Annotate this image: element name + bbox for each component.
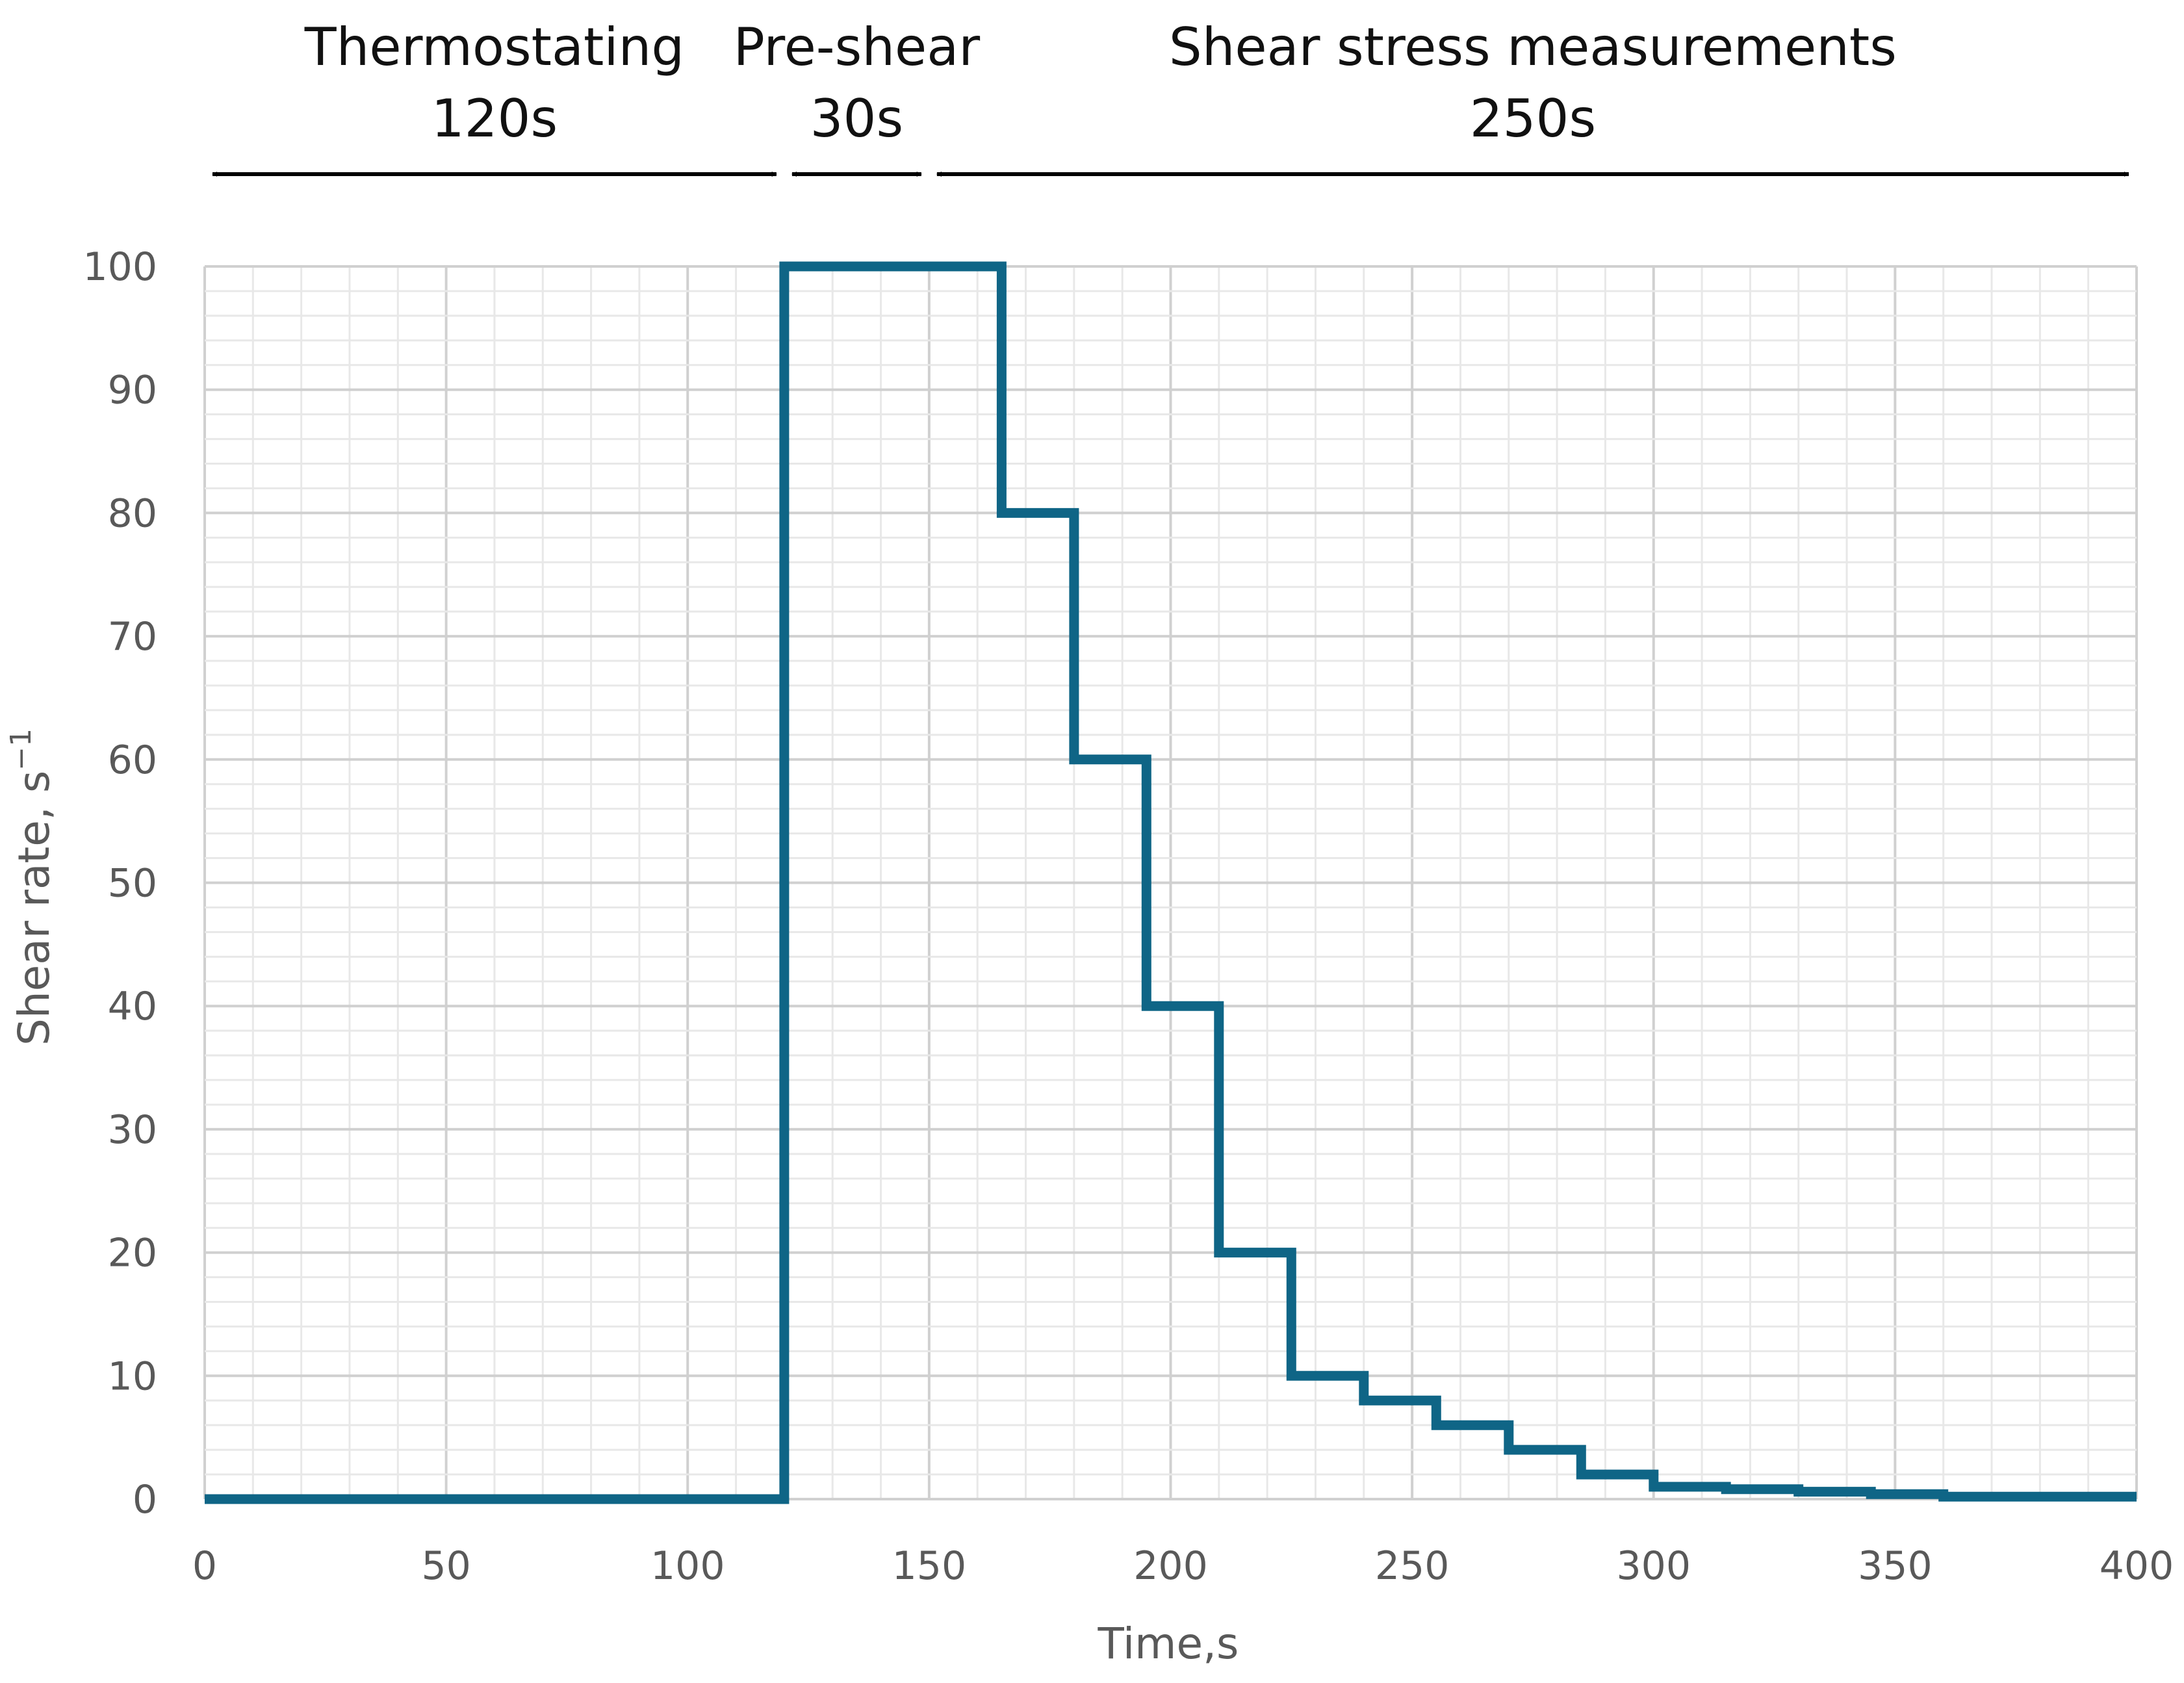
y-axis-title-superscript: −1: [5, 728, 38, 771]
phase-duration-label: 120s: [431, 88, 558, 149]
phase-duration-label: 250s: [1470, 88, 1596, 149]
x-tick-label: 0: [192, 1543, 217, 1589]
y-tick-label: 70: [108, 614, 157, 660]
y-tick-label: 60: [108, 738, 157, 783]
y-tick-label: 80: [108, 491, 157, 536]
x-axis-title: Time,s: [1098, 1619, 1239, 1669]
y-tick-label: 0: [133, 1477, 157, 1522]
series-layer: [205, 261, 2137, 1504]
x-tick-label: 400: [2100, 1543, 2174, 1589]
y-tick-label: 10: [108, 1354, 157, 1399]
y-tick-label: 90: [108, 368, 157, 413]
grid: [203, 265, 2138, 1500]
x-tick-label: 150: [892, 1543, 967, 1589]
y-axis-title-text: Shear rate, s: [9, 771, 59, 1046]
x-tick-label: 100: [650, 1543, 725, 1589]
y-tick-label: 50: [108, 861, 157, 906]
phase-name-label: Thermostating: [304, 17, 684, 77]
y-tick-label: 100: [83, 244, 157, 290]
phase-name-label: Pre-shear: [734, 17, 981, 77]
phase-duration-label: 30s: [810, 88, 903, 149]
phase-annotations: Thermostating 120s Pre-shear 30s Shear stres…: [212, 17, 2129, 177]
y-tick-label: 40: [108, 984, 157, 1029]
y-axis-title: Shear rate, s−1: [5, 728, 59, 1046]
tick-labels: 0 50 100 150 200 250 300 350 400 0 10 20 30 40 50 60 70 8…: [83, 244, 2174, 1589]
x-tick-label: 200: [1133, 1543, 1208, 1589]
x-tick-label: 300: [1616, 1543, 1691, 1589]
x-tick-label: 350: [1858, 1543, 1933, 1589]
y-tick-label: 30: [108, 1107, 157, 1153]
y-tick-label: 20: [108, 1231, 157, 1276]
x-tick-label: 250: [1375, 1543, 1450, 1589]
x-tick-label: 50: [421, 1543, 470, 1589]
series-line-0: [205, 261, 2137, 1504]
phase-name-label: Shear stress measurements: [1169, 17, 1897, 77]
